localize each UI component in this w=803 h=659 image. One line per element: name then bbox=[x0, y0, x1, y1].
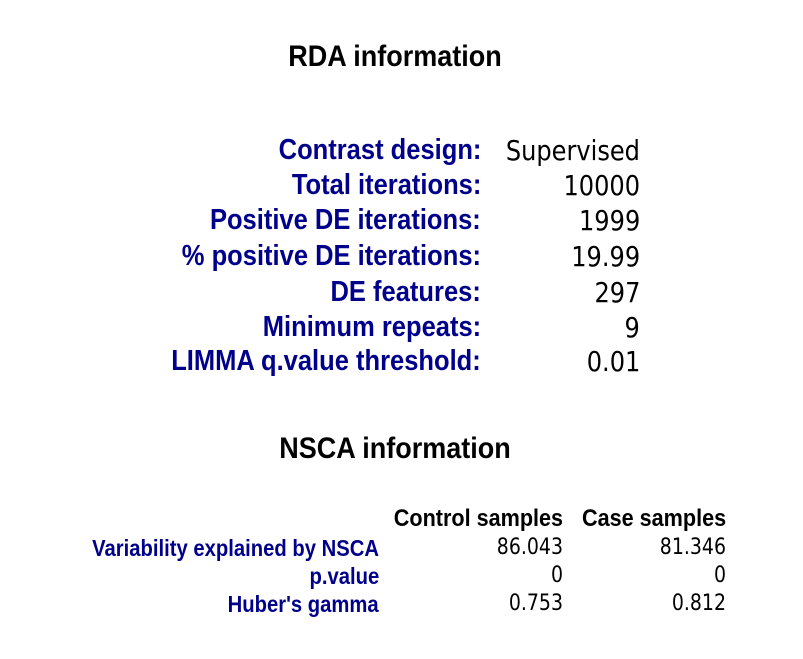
nsca-section-title: NSCA information bbox=[279, 432, 511, 465]
rda-value: 10000 bbox=[563, 169, 640, 202]
rda-value: 9 bbox=[624, 311, 640, 344]
rda-value: Supervised bbox=[505, 134, 640, 167]
rda-row-percent-positive-de-iterations: % positive DE iterations: 19.99 bbox=[0, 239, 803, 274]
nsca-table-header: Control samples Case samples bbox=[0, 505, 803, 533]
rda-row-limma-qvalue-threshold: LIMMA q.value threshold: 0.01 bbox=[0, 344, 803, 379]
nsca-control-value: 0 bbox=[550, 563, 563, 588]
rda-label: Minimum repeats: bbox=[262, 311, 481, 343]
rda-label: % positive DE iterations: bbox=[181, 240, 481, 272]
nsca-row-hubers-gamma: Huber's gamma 0.753 0.812 bbox=[0, 590, 803, 618]
nsca-column-header-control: Control samples bbox=[393, 505, 563, 532]
nsca-control-value: 86.043 bbox=[496, 535, 563, 560]
rda-row-positive-de-iterations: Positive DE iterations: 1999 bbox=[0, 203, 803, 238]
rda-row-contrast-design: Contrast design: Supervised bbox=[0, 133, 803, 168]
rda-label: LIMMA q.value threshold: bbox=[171, 345, 481, 377]
rda-label: Contrast design: bbox=[278, 134, 481, 166]
nsca-row-label: p.value bbox=[309, 563, 379, 589]
rda-row-total-iterations: Total iterations: 10000 bbox=[0, 168, 803, 203]
nsca-row-label: Variability explained by NSCA bbox=[92, 535, 379, 561]
rda-row-minimum-repeats: Minimum repeats: 9 bbox=[0, 310, 803, 345]
nsca-case-value: 81.346 bbox=[659, 535, 726, 560]
nsca-row-pvalue: p.value 0 0 bbox=[0, 562, 803, 590]
rda-value: 0.01 bbox=[586, 345, 640, 378]
nsca-control-value: 0.753 bbox=[508, 591, 563, 616]
rda-value: 1999 bbox=[578, 204, 640, 237]
rda-label: DE features: bbox=[330, 276, 481, 308]
nsca-column-header-case: Case samples bbox=[581, 505, 726, 532]
rda-section-title: RDA information bbox=[288, 40, 502, 73]
nsca-case-value: 0 bbox=[713, 563, 726, 588]
nsca-case-value: 0.812 bbox=[671, 591, 726, 616]
nsca-row-label: Huber's gamma bbox=[227, 591, 379, 617]
rda-value: 297 bbox=[594, 276, 640, 309]
rda-label: Total iterations: bbox=[291, 169, 481, 201]
rda-row-de-features: DE features: 297 bbox=[0, 275, 803, 310]
rda-label: Positive DE iterations: bbox=[210, 204, 481, 236]
nsca-row-variability-explained: Variability explained by NSCA 86.043 81.… bbox=[0, 534, 803, 562]
rda-value: 19.99 bbox=[571, 240, 640, 273]
